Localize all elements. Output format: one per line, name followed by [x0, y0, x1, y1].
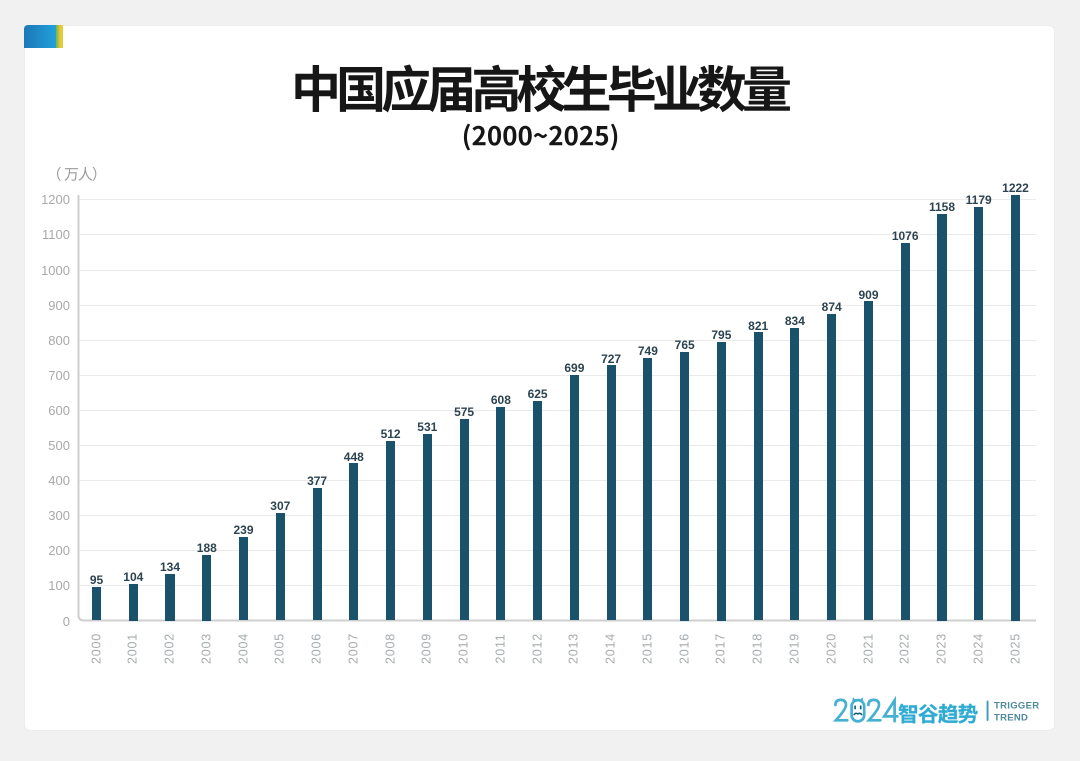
svg-text:TREND: TREND — [994, 713, 1028, 724]
svg-text:TRIGGER: TRIGGER — [994, 701, 1039, 712]
